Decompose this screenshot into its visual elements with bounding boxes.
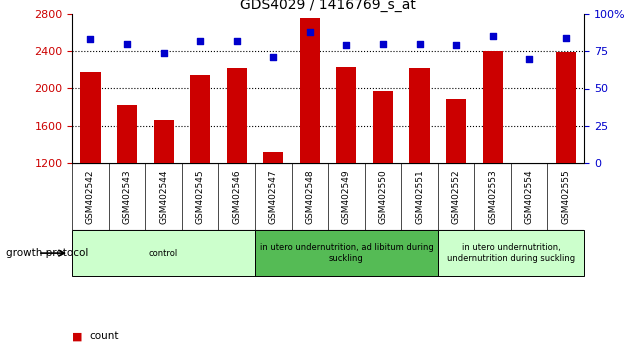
Point	[524, 56, 534, 62]
Bar	[438, 230, 584, 276]
Point	[487, 34, 497, 39]
Bar	[446, 99, 466, 163]
Bar	[519, 163, 539, 165]
Bar	[556, 52, 576, 163]
Text: GSM402550: GSM402550	[379, 169, 387, 224]
Bar	[227, 68, 247, 163]
Text: in utero undernutrition,
undernutrition during suckling: in utero undernutrition, undernutrition …	[447, 244, 575, 263]
Text: count: count	[90, 331, 119, 341]
Bar	[80, 72, 100, 163]
Bar	[117, 105, 137, 163]
Text: control: control	[149, 249, 178, 258]
Bar	[337, 67, 357, 163]
Text: ■: ■	[72, 331, 83, 341]
Title: GDS4029 / 1416769_s_at: GDS4029 / 1416769_s_at	[240, 0, 416, 12]
Bar	[409, 68, 430, 163]
Point	[342, 42, 352, 48]
Point	[159, 50, 169, 56]
Text: growth protocol: growth protocol	[6, 248, 89, 258]
Text: GSM402546: GSM402546	[232, 169, 241, 224]
Text: GSM402545: GSM402545	[196, 169, 205, 224]
Point	[305, 29, 315, 35]
Text: GSM402554: GSM402554	[525, 169, 534, 224]
Point	[451, 42, 461, 48]
Bar	[154, 120, 174, 163]
Text: GSM402555: GSM402555	[561, 169, 570, 224]
Bar	[263, 152, 283, 163]
Bar	[482, 51, 502, 163]
Text: GSM402553: GSM402553	[488, 169, 497, 224]
Text: GSM402544: GSM402544	[159, 169, 168, 224]
Point	[232, 38, 242, 44]
Text: GSM402552: GSM402552	[452, 169, 460, 224]
Point	[561, 35, 571, 41]
Point	[195, 38, 205, 44]
Text: GSM402542: GSM402542	[86, 169, 95, 224]
Point	[414, 41, 425, 47]
Text: GSM402547: GSM402547	[269, 169, 278, 224]
Bar	[190, 75, 210, 163]
Point	[85, 36, 95, 42]
Text: GSM402551: GSM402551	[415, 169, 424, 224]
Text: GSM402549: GSM402549	[342, 169, 351, 224]
Point	[378, 41, 388, 47]
Text: GSM402548: GSM402548	[305, 169, 315, 224]
Bar	[300, 18, 320, 163]
Point	[268, 55, 278, 60]
Text: in utero undernutrition, ad libitum during
suckling: in utero undernutrition, ad libitum duri…	[259, 244, 433, 263]
Bar	[373, 91, 393, 163]
Text: GSM402543: GSM402543	[122, 169, 131, 224]
Bar	[255, 230, 438, 276]
Bar	[72, 230, 255, 276]
Point	[122, 41, 132, 47]
